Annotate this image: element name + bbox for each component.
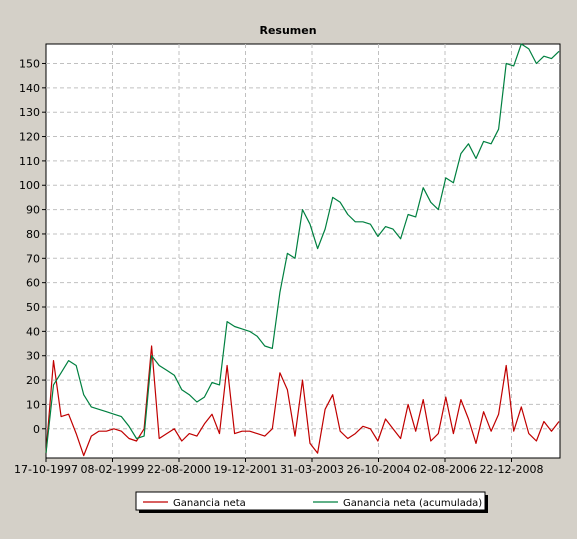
legend: Ganancia neta Ganancia neta (acumulada) [135,491,488,513]
x-tick-label: 26-10-2004 [347,463,411,476]
y-tick-label: 120 [19,131,40,144]
y-tick-label: 0 [33,423,40,436]
y-tick-label: 20 [26,374,40,387]
series-lines [45,43,560,457]
y-tick-label: 40 [26,325,40,338]
x-axis: 17-10-1997 08-02-1999 22-08-2000 19-12-2001… [14,458,543,476]
y-tick-label: 100 [19,179,40,192]
y-tick-label: 130 [19,106,40,119]
x-tick-label: 19-12-2001 [214,463,278,476]
y-tick-label: 90 [26,204,40,217]
y-tick-label: 60 [26,277,40,290]
y-tick-label: 70 [26,252,40,265]
x-tick-label: 17-10-1997 [14,463,78,476]
plot-area [45,43,561,459]
grid-lines [46,44,560,458]
legend-label-ganancia-neta: Ganancia neta [173,498,246,509]
x-tick-label: 22-12-2008 [480,463,544,476]
x-tick-label: 02-08-2006 [413,463,477,476]
legend-label-ganancia-neta-acumulada: Ganancia neta (acumulada) [343,498,482,509]
chart-title: Resumen [259,24,316,37]
y-tick-label: 150 [19,57,40,70]
legend-box [135,491,486,511]
x-tick-label: 31-03-2003 [280,463,344,476]
y-axis: 0 10 20 30 40 50 60 70 80 90 100 110 120 130 140 150 [19,57,46,436]
x-tick-label: 22-08-2000 [147,463,211,476]
y-tick-label: 10 [26,398,40,411]
y-tick-label: 110 [19,155,40,168]
y-tick-label: 50 [26,301,40,314]
series-line-1 [45,43,560,454]
y-tick-label: 80 [26,228,40,241]
series-line-0 [45,345,560,457]
y-tick-label: 30 [26,350,40,363]
x-tick-label: 08-02-1999 [81,463,145,476]
y-tick-label: 140 [19,82,40,95]
